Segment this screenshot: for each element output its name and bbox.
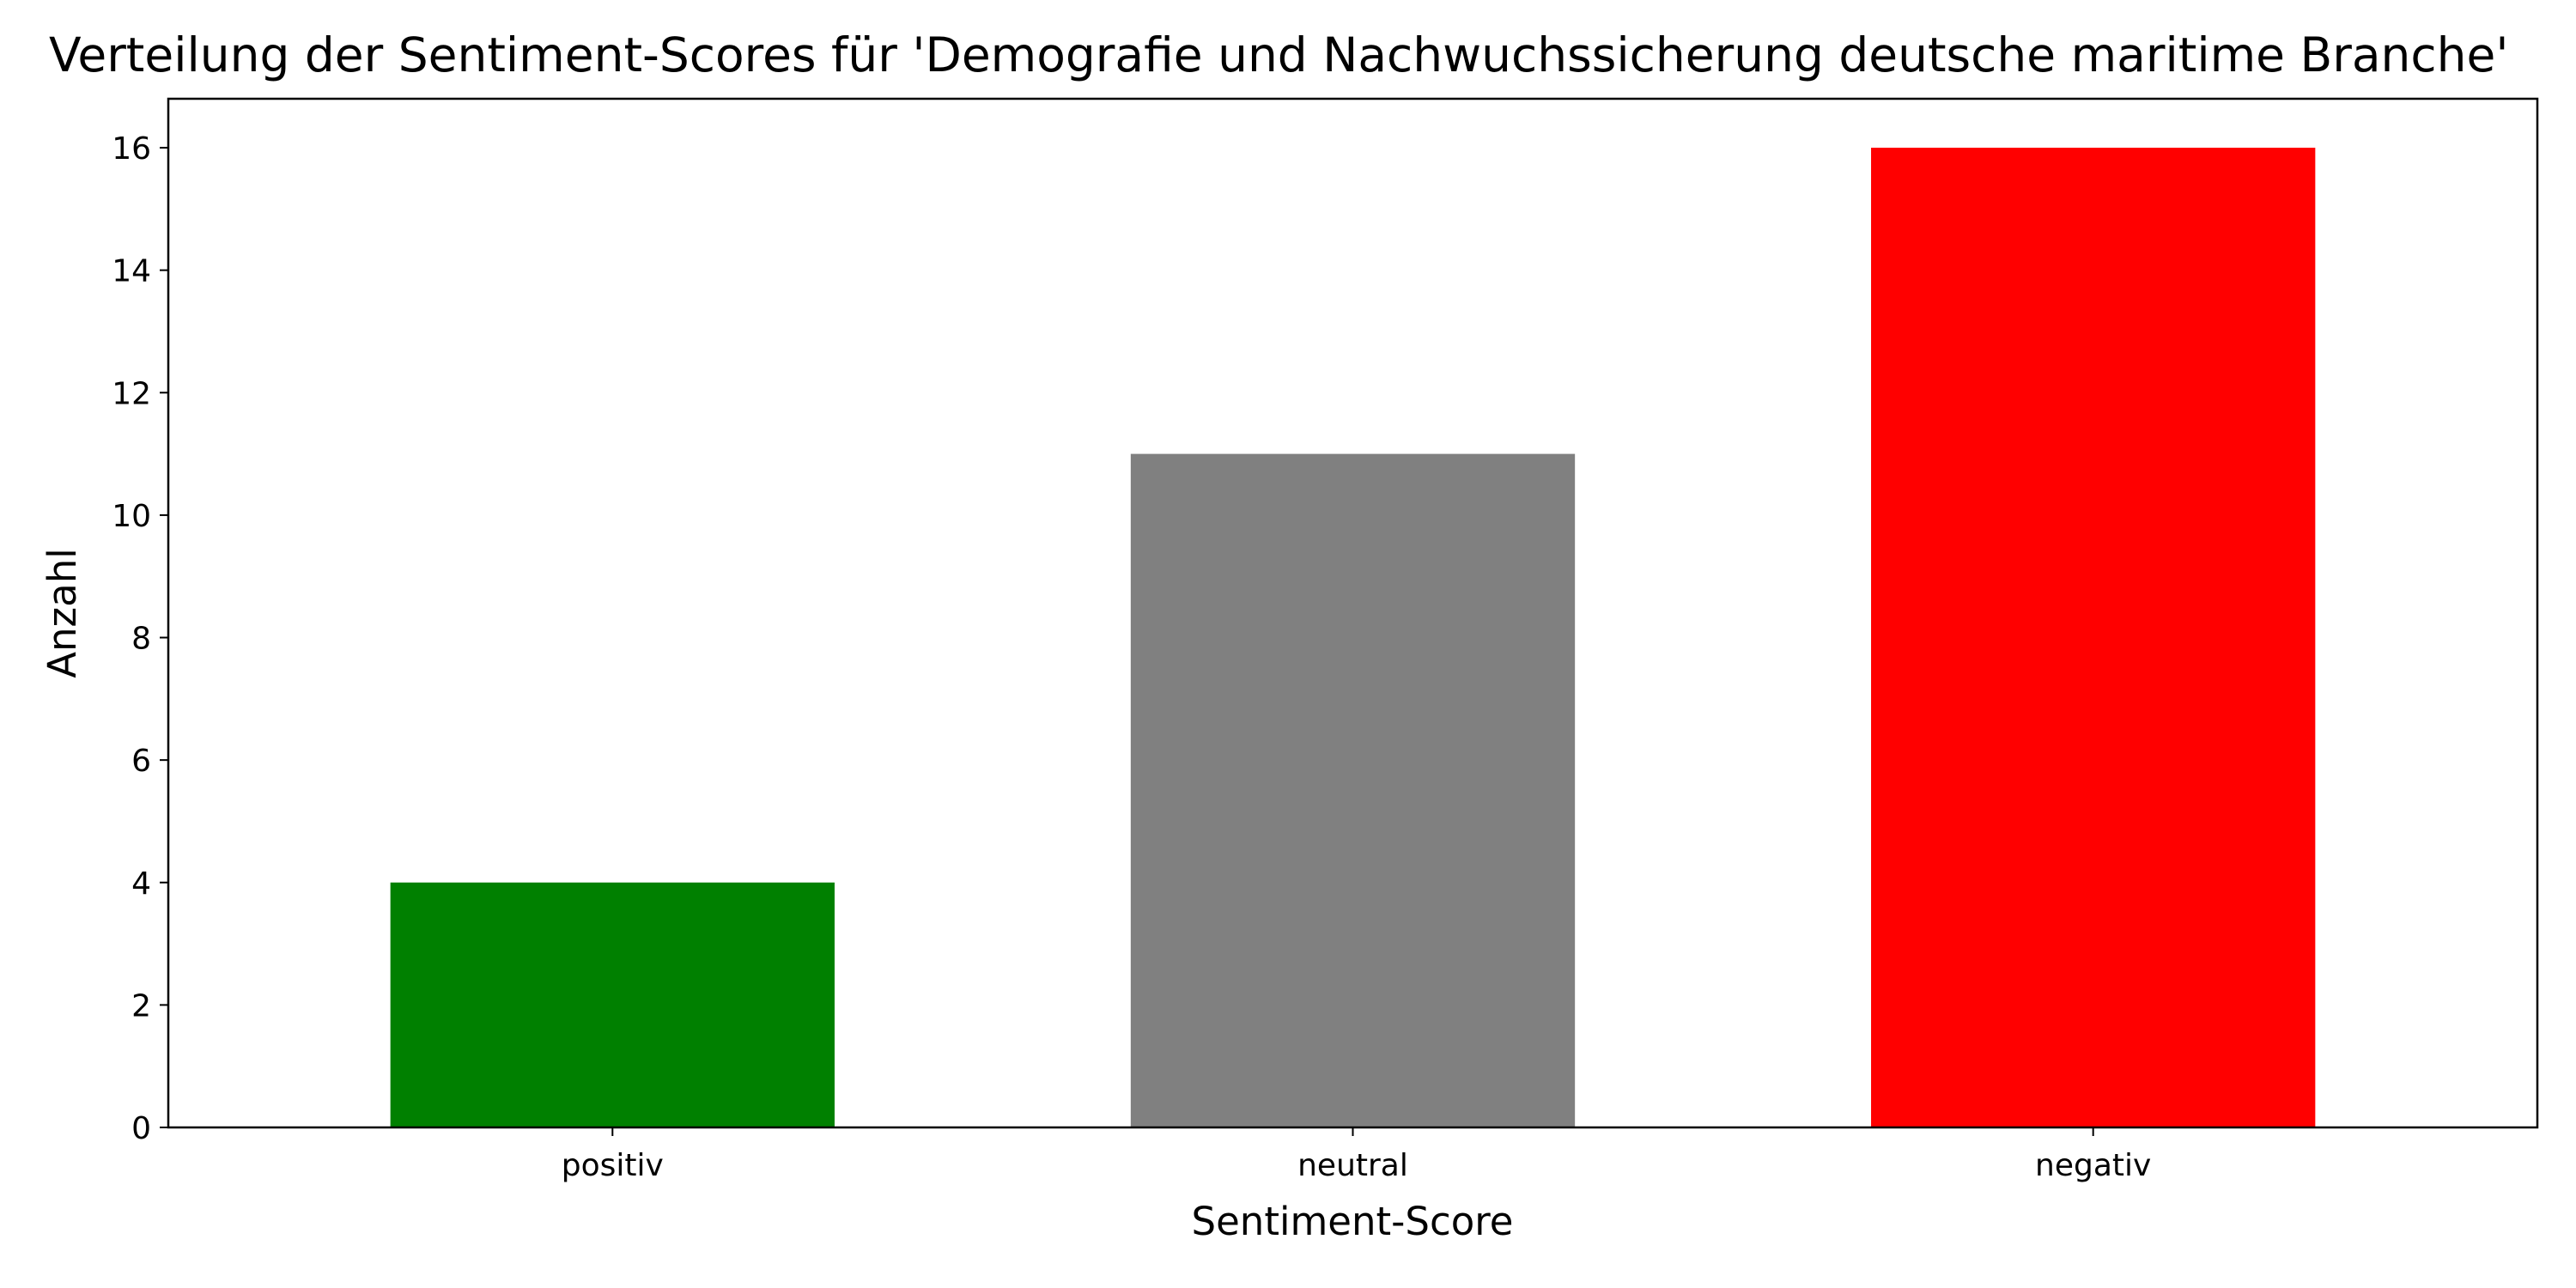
chart-title: Verteilung der Sentiment-Scores für 'Dem… [49,27,2508,82]
y-tick-label: 6 [131,744,151,779]
y-axis-label: Anzahl [39,548,85,678]
x-tick-label: neutral [1297,1148,1408,1183]
y-axis: 0 2 4 6 8 10 12 14 16 [112,131,168,1146]
y-tick-label: 2 [131,988,151,1024]
plot-frame [167,97,2539,1129]
bars [390,148,2316,1128]
bar-positiv [390,882,835,1127]
y-tick-label: 8 [131,622,151,657]
x-tick-label: negativ [2035,1148,2151,1183]
y-tick-label: 14 [112,254,151,289]
x-tick-label: positiv [562,1148,664,1183]
y-tick-label: 16 [112,131,151,167]
bar-negativ [1871,148,2316,1128]
y-tick-label: 12 [112,376,151,411]
x-axis-label: Sentiment-Score [1192,1199,1514,1244]
bar-neutral [1130,453,1576,1127]
x-axis: positiv neutral negativ [562,1127,2151,1183]
y-tick-label: 4 [131,866,151,902]
y-tick-label: 10 [112,499,151,534]
y-tick-label: 0 [131,1111,151,1146]
